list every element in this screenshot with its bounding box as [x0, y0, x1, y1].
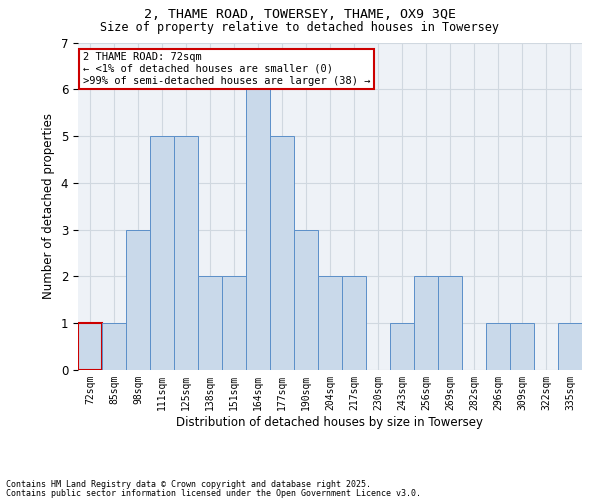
Bar	[150, 136, 174, 370]
Bar	[102, 323, 126, 370]
Bar	[198, 276, 222, 370]
Bar	[414, 276, 438, 370]
Text: 2 THAME ROAD: 72sqm
← <1% of detached houses are smaller (0)
>99% of semi-detach: 2 THAME ROAD: 72sqm ← <1% of detached ho…	[83, 52, 371, 86]
Bar	[558, 323, 582, 370]
Bar	[390, 323, 414, 370]
Text: Size of property relative to detached houses in Towersey: Size of property relative to detached ho…	[101, 21, 499, 34]
Text: 2, THAME ROAD, TOWERSEY, THAME, OX9 3QE: 2, THAME ROAD, TOWERSEY, THAME, OX9 3QE	[144, 8, 456, 20]
Bar	[486, 323, 510, 370]
Bar	[270, 136, 294, 370]
Bar	[78, 323, 102, 370]
Bar	[174, 136, 198, 370]
Bar	[294, 230, 318, 370]
Text: Contains HM Land Registry data © Crown copyright and database right 2025.: Contains HM Land Registry data © Crown c…	[6, 480, 371, 489]
Bar	[126, 230, 150, 370]
Bar	[342, 276, 366, 370]
Text: Contains public sector information licensed under the Open Government Licence v3: Contains public sector information licen…	[6, 488, 421, 498]
Bar	[318, 276, 342, 370]
Bar	[222, 276, 246, 370]
Bar	[438, 276, 462, 370]
Bar	[510, 323, 534, 370]
Bar	[246, 90, 270, 370]
X-axis label: Distribution of detached houses by size in Towersey: Distribution of detached houses by size …	[176, 416, 484, 428]
Y-axis label: Number of detached properties: Number of detached properties	[42, 114, 55, 299]
